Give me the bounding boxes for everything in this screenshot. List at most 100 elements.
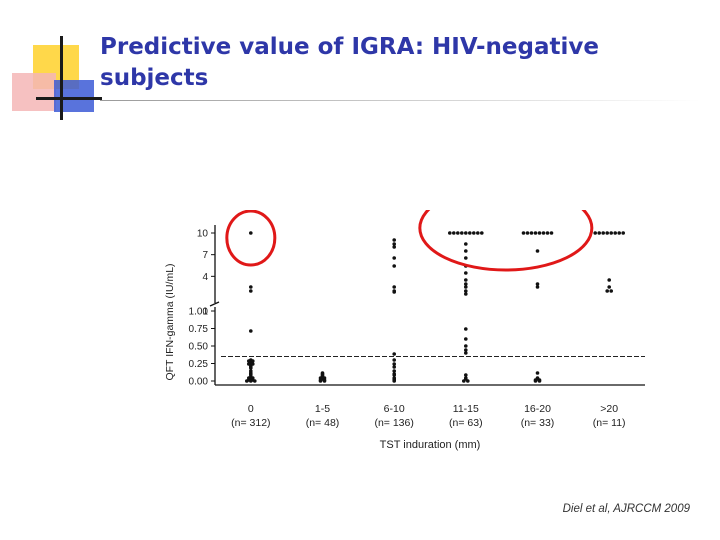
data-point [392, 369, 396, 373]
x-tick-label: 1-5 [315, 403, 330, 415]
data-point [392, 245, 396, 249]
data-point [464, 249, 468, 253]
data-point [464, 348, 468, 352]
citation: Diel et al, AJRCCM 2009 [562, 503, 690, 515]
data-point [392, 264, 396, 268]
x-count-label: (n= 136) [374, 417, 413, 429]
data-point [249, 379, 253, 383]
data-point [392, 358, 396, 362]
data-point [464, 231, 468, 235]
data-point [452, 231, 456, 235]
data-point [464, 289, 468, 293]
x-tick-label: 0 [248, 403, 254, 415]
data-point [460, 231, 464, 235]
y-tick-label-lower: 1.00 [189, 307, 209, 318]
data-point [392, 238, 396, 242]
y-tick-label-lower: 0.00 [189, 377, 209, 388]
data-point [466, 379, 470, 383]
y-tick-label-upper: 4 [202, 272, 208, 283]
data-point [392, 362, 396, 366]
data-point [533, 231, 538, 235]
data-point [392, 256, 396, 260]
data-point [456, 231, 460, 235]
data-point [541, 231, 546, 235]
data-point [322, 379, 327, 383]
data-point [593, 231, 597, 235]
data-point [480, 231, 484, 235]
title-underline [100, 100, 700, 101]
data-point [392, 365, 396, 369]
data-point [549, 231, 554, 235]
data-point [464, 351, 468, 355]
scatter-chart: 0.00 0.25 0.50 0.75 1.001 4 7 10 0 (n= 312) 1-5 (n… [164, 210, 645, 451]
data-point [392, 373, 396, 377]
data-point [464, 271, 468, 275]
y-tick-label-upper: 7 [202, 250, 208, 261]
data-point [392, 379, 396, 383]
highlight-circle [418, 210, 594, 272]
data-point [533, 379, 538, 383]
y-axis-label: QFT IFN-gamma (IU/mL) [164, 263, 176, 380]
decor-pink-square [12, 73, 56, 111]
data-point [535, 282, 540, 286]
data-point [249, 231, 253, 235]
data-point [249, 285, 253, 289]
data-point [318, 379, 323, 383]
x-count-label: (n= 63) [449, 417, 483, 429]
data-point [535, 249, 540, 253]
data-point [249, 366, 253, 370]
data-point [607, 278, 611, 282]
y-ticks: 0.00 0.25 0.50 0.75 1.001 4 7 10 [189, 229, 215, 388]
data-point [605, 289, 609, 293]
data-point [545, 231, 550, 235]
data-point [462, 379, 466, 383]
data-point [521, 231, 526, 235]
data-point [609, 289, 613, 293]
y-tick-label-lower: 0.50 [189, 342, 209, 353]
x-tick-label: >20 [600, 403, 618, 415]
data-point [464, 344, 468, 348]
x-axis-label: TST induration (mm) [380, 439, 481, 451]
data-point [525, 231, 530, 235]
slide-title: Predictive value of IGRA: HIV-negative s… [100, 32, 599, 94]
axis-break-mark [209, 301, 220, 307]
data-point [253, 379, 257, 383]
data-point [464, 337, 468, 341]
data-point [464, 282, 468, 286]
data-point [464, 256, 468, 260]
data-point [601, 231, 605, 235]
data-point [464, 242, 468, 246]
x-count-label: (n= 312) [231, 417, 270, 429]
data-point [392, 290, 396, 294]
x-count-label: (n= 11) [593, 417, 626, 429]
x-tick-label: 11-15 [453, 403, 479, 415]
data-point [609, 231, 613, 235]
data-point [464, 285, 468, 289]
data-point [613, 231, 617, 235]
data-point [245, 379, 249, 383]
data-point [448, 231, 452, 235]
data-point [537, 379, 542, 383]
data-point [607, 285, 611, 289]
x-tick-label: 6-10 [384, 403, 405, 415]
highlight-circles [225, 210, 594, 272]
data-point [537, 231, 542, 235]
data-point [392, 352, 396, 356]
data-point [464, 327, 468, 331]
data-point [464, 292, 468, 296]
y-tick-label-upper: 10 [197, 229, 209, 240]
y-tick-label-lower: 0.25 [189, 359, 209, 370]
x-count-label: (n= 33) [521, 417, 555, 429]
chart-axes [209, 225, 645, 386]
data-point [392, 242, 396, 246]
data-point [468, 231, 472, 235]
x-count-label: (n= 48) [306, 417, 340, 429]
data-point [535, 371, 540, 375]
data-point [476, 231, 480, 235]
data-point [605, 231, 609, 235]
x-tick-label: 16-20 [524, 403, 551, 415]
decor-horizontal-line [36, 97, 102, 100]
x-category-labels: 0 (n= 312) 1-5 (n= 48) 6-10 (n= 136) 11-15 (n= … [231, 403, 625, 429]
slide-title-line1: Predictive value of IGRA: HIV-negative [100, 34, 599, 60]
data-point [392, 285, 396, 289]
